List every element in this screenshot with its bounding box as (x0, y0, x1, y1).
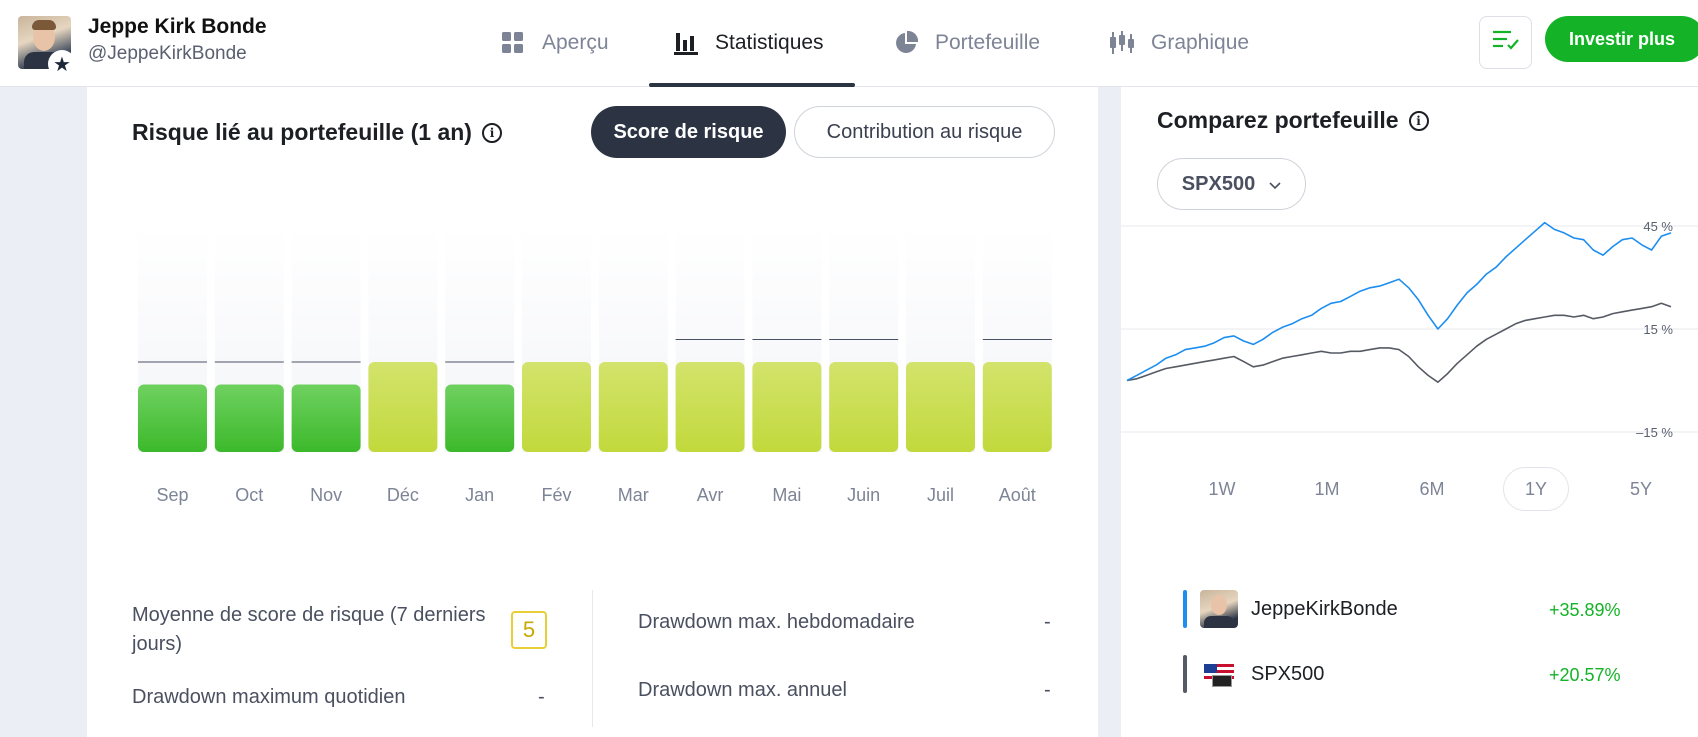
stats-divider (592, 590, 593, 727)
list-check-icon (1492, 29, 1520, 56)
invest-more-button[interactable]: Investir plus (1545, 16, 1698, 62)
x-tick-label: Juil (927, 485, 954, 505)
y-tick-label: –15 % (1636, 425, 1673, 440)
compare-title: Comparez portefeuille i (1157, 107, 1429, 134)
legend-name: SPX500 (1251, 662, 1325, 685)
risk-bar[interactable] (598, 362, 668, 452)
top-bar: ★ Jeppe Kirk Bonde @JeppeKirkBonde Aperç… (0, 0, 1698, 87)
risk-bar[interactable] (752, 362, 822, 452)
range-6m-button[interactable]: 6M (1419, 478, 1445, 499)
grid-icon (500, 30, 526, 56)
risk-bar[interactable] (829, 362, 899, 452)
tab-portefeuille[interactable]: Portefeuille (893, 0, 1040, 86)
risk-contribution-button[interactable]: Contribution au risque (794, 106, 1055, 158)
user-name[interactable]: Jeppe Kirk Bonde (88, 15, 267, 38)
watchlist-button[interactable] (1479, 16, 1532, 69)
x-tick-label: Oct (235, 485, 263, 505)
range-1y-button[interactable]: 1Y (1503, 467, 1569, 511)
tab-apercu[interactable]: Aperçu (500, 0, 609, 86)
x-tick-label: Fév (541, 485, 571, 505)
y-tick-label: 15 % (1643, 322, 1673, 337)
range-1m-button[interactable]: 1M (1314, 478, 1340, 499)
x-tick-label: Juin (847, 485, 880, 505)
info-icon[interactable]: i (481, 122, 502, 143)
annual-drawdown-value: - (1044, 679, 1051, 701)
legend-row-benchmark[interactable]: SPX500 (1183, 654, 1324, 694)
tab-label: Graphique (1151, 31, 1250, 54)
range-5y-button[interactable]: 5Y (1629, 478, 1653, 499)
portfolio-avatar (1200, 590, 1238, 628)
tab-label: Portefeuille (935, 31, 1041, 54)
x-tick-label: Jan (465, 485, 494, 505)
daily-drawdown-label: Drawdown maximum quotidien (132, 686, 406, 708)
risk-bar[interactable] (675, 362, 745, 452)
flag-icon (1200, 655, 1238, 693)
risk-title: Risque lié au portefeuille (1 an) i (132, 119, 502, 146)
compare-title-text: Comparez portefeuille (1157, 107, 1399, 133)
tab-graphique[interactable]: Graphique (1109, 0, 1249, 86)
legend-color-bar (1183, 590, 1187, 628)
compare-card: Comparez portefeuille i SPX500 45 % 15 % –… (1121, 87, 1698, 737)
chevron-down-icon (1269, 173, 1281, 196)
benchmark-return: +20.57% (1549, 665, 1621, 685)
legend-name: JeppeKirkBonde (1251, 597, 1398, 620)
user-handle: @JeppeKirkBonde (88, 43, 247, 64)
x-tick-label: Mar (618, 485, 649, 505)
series-line (1126, 302, 1672, 384)
benchmark-select-value: SPX500 (1181, 172, 1256, 195)
annual-drawdown-label: Drawdown max. annuel (638, 679, 847, 701)
risk-bar[interactable] (445, 384, 515, 453)
tab-label: Statistiques (715, 31, 824, 54)
pie-chart-icon (893, 30, 919, 56)
x-tick-label: Avr (697, 485, 724, 505)
risk-bar[interactable] (214, 384, 284, 453)
star-icon: ★ (48, 50, 76, 78)
candlestick-icon (1109, 30, 1135, 56)
avg-risk-score: 5 (511, 611, 547, 649)
compare-line-chart: 45 % 15 % –15 % (1121, 219, 1698, 440)
portfolio-return: +35.89% (1549, 600, 1621, 620)
benchmark-select[interactable]: SPX500 (1157, 158, 1306, 210)
daily-drawdown-value: - (538, 686, 545, 708)
x-tick-label: Nov (310, 485, 342, 505)
active-tab-indicator (649, 83, 855, 87)
risk-bar[interactable] (138, 384, 207, 453)
range-1w-button[interactable]: 1W (1208, 478, 1236, 499)
x-tick-label: Août (999, 485, 1036, 505)
x-tick-label: Mai (772, 485, 801, 505)
risk-bar[interactable] (906, 362, 975, 452)
bar-chart-icon (673, 30, 699, 56)
risk-bar[interactable] (522, 362, 591, 452)
risk-title-text: Risque lié au portefeuille (1 an) (132, 119, 472, 145)
risk-bar[interactable] (982, 362, 1052, 452)
risk-card: Risque lié au portefeuille (1 an) i Scor… (87, 87, 1098, 737)
weekly-drawdown-value: - (1044, 611, 1051, 633)
avg-risk-label: Moyenne de score de risque (7 derniers j… (132, 604, 486, 655)
y-tick-label: 45 % (1643, 219, 1673, 234)
risk-bar[interactable] (291, 384, 361, 453)
risk-score-button[interactable]: Score de risque (591, 106, 786, 158)
x-tick-label: Sep (156, 485, 188, 505)
info-icon[interactable]: i (1408, 110, 1429, 131)
tab-label: Aperçu (542, 31, 609, 54)
weekly-drawdown-label: Drawdown max. hebdomadaire (638, 611, 915, 633)
tab-statistiques[interactable]: Statistiques (673, 0, 824, 86)
x-tick-label: Déc (387, 485, 419, 505)
legend-color-bar (1183, 655, 1187, 693)
legend-row-portfolio[interactable]: JeppeKirkBonde (1183, 589, 1398, 629)
risk-bar[interactable] (368, 362, 438, 452)
risk-bar-chart: Sep Oct Nov Déc Jan Fév Mar Avr Mai Juin Juil Août (138, 227, 1052, 505)
series-line (1126, 221, 1672, 382)
